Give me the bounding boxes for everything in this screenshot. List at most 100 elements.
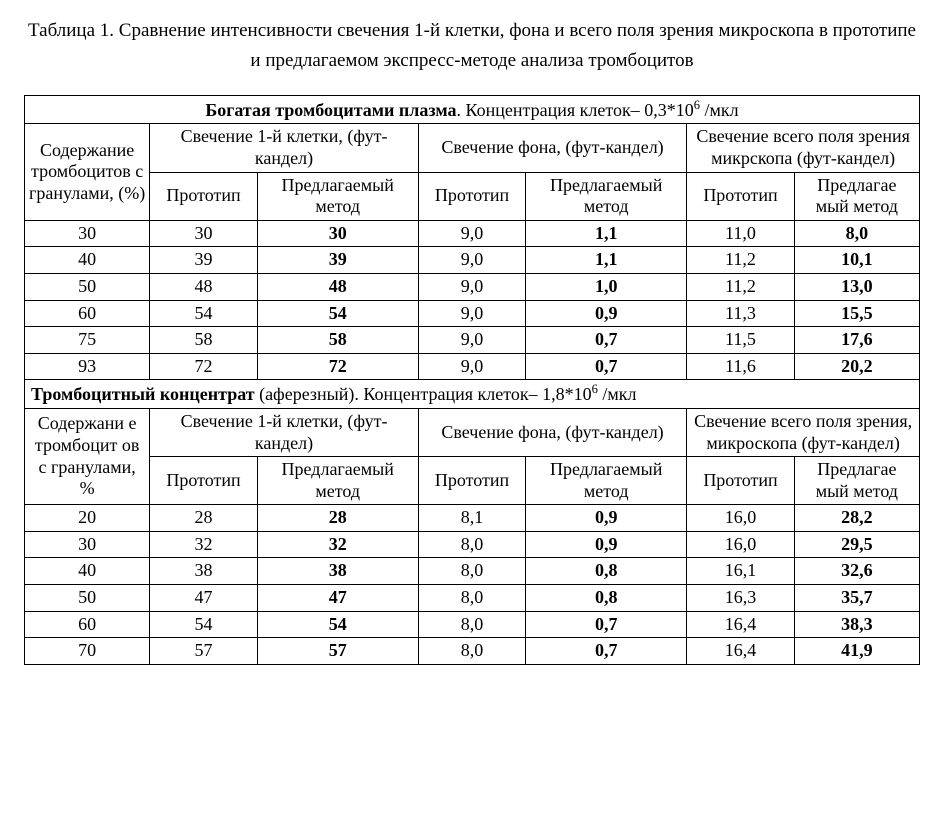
cell-d: 0,8	[526, 558, 687, 585]
cell-e: 16,3	[687, 585, 794, 612]
section2-sub-d: Предлагаемый метод	[526, 457, 687, 505]
cell-a: 54	[150, 611, 257, 638]
section2-colgroup1: Свечение 1-й клетки, (фут-кандел)	[150, 408, 418, 456]
section1-colgroup1: Свечение 1-й клетки, (фут-кандел)	[150, 124, 418, 172]
table-row: 70 57 57 8,0 0,7 16,4 41,9	[25, 638, 920, 665]
cell-b: 58	[257, 327, 418, 354]
table-row: 50 47 47 8,0 0,8 16,3 35,7	[25, 585, 920, 612]
cell-d: 0,8	[526, 585, 687, 612]
cell-d: 0,7	[526, 353, 687, 380]
cell-e: 16,0	[687, 531, 794, 558]
cell-b: 72	[257, 353, 418, 380]
section1-colgroup2: Свечение фона, (фут-кандел)	[418, 124, 686, 172]
cell-f: 13,0	[794, 273, 919, 300]
cell-c: 9,0	[418, 273, 525, 300]
section1-sub-c: Прототип	[418, 172, 525, 220]
cell-pct: 30	[25, 531, 150, 558]
cell-a: 54	[150, 300, 257, 327]
cell-f: 15,5	[794, 300, 919, 327]
section1-rowhead: Содержание тромбоцитов с гранулами, (%)	[25, 124, 150, 220]
cell-d: 1,1	[526, 220, 687, 247]
cell-pct: 40	[25, 558, 150, 585]
section1-title-bold: Богатая тромбоцитами плазма	[205, 100, 456, 120]
table-row: 30 32 32 8,0 0,9 16,0 29,5	[25, 531, 920, 558]
cell-d: 0,9	[526, 505, 687, 532]
table-row: 60 54 54 8,0 0,7 16,4 38,3	[25, 611, 920, 638]
cell-d: 0,9	[526, 300, 687, 327]
cell-a: 72	[150, 353, 257, 380]
cell-b: 54	[257, 300, 418, 327]
cell-b: 48	[257, 273, 418, 300]
table-row: 40 39 39 9,0 1,1 11,2 10,1	[25, 247, 920, 274]
cell-c: 8,0	[418, 585, 525, 612]
cell-c: 8,0	[418, 531, 525, 558]
cell-pct: 93	[25, 353, 150, 380]
section1-colgroup3: Свечение всего поля зрения микрскопа (фу…	[687, 124, 920, 172]
cell-d: 0,7	[526, 638, 687, 665]
cell-e: 11,6	[687, 353, 794, 380]
section1-title: Богатая тромбоцитами плазма. Концентраци…	[25, 95, 920, 124]
cell-a: 32	[150, 531, 257, 558]
cell-a: 30	[150, 220, 257, 247]
section2-sub-a: Прототип	[150, 457, 257, 505]
section2-colgroup2: Свечение фона, (фут-кандел)	[418, 408, 686, 456]
section2-title-tail: /мкл	[598, 384, 637, 404]
cell-b: 28	[257, 505, 418, 532]
section2-colgroup3: Свечение всего поля зрения, микроскопа (…	[687, 408, 920, 456]
cell-c: 9,0	[418, 327, 525, 354]
cell-d: 0,7	[526, 611, 687, 638]
cell-f: 28,2	[794, 505, 919, 532]
table-row: 75 58 58 9,0 0,7 11,5 17,6	[25, 327, 920, 354]
section2-rowhead: Содержани е тромбоцит ов с гранулами, %	[25, 408, 150, 504]
cell-e: 16,4	[687, 611, 794, 638]
section2-title-rest: (аферезный). Концентрация клеток– 1,8*10	[255, 384, 592, 404]
cell-f: 29,5	[794, 531, 919, 558]
cell-e: 11,0	[687, 220, 794, 247]
cell-pct: 70	[25, 638, 150, 665]
cell-a: 47	[150, 585, 257, 612]
table-row: 40 38 38 8,0 0,8 16,1 32,6	[25, 558, 920, 585]
cell-a: 48	[150, 273, 257, 300]
comparison-table: Богатая тромбоцитами плазма. Концентраци…	[24, 95, 920, 665]
section2-header-row2: Прототип Предлагаемый метод Прототип Пре…	[25, 457, 920, 505]
section2-title-bold: Тромбоцитный концентрат	[31, 384, 255, 404]
cell-f: 17,6	[794, 327, 919, 354]
cell-d: 0,9	[526, 531, 687, 558]
section1-title-tail: /мкл	[700, 100, 739, 120]
cell-pct: 40	[25, 247, 150, 274]
cell-a: 38	[150, 558, 257, 585]
section1-sub-f: Предлагае мый метод	[794, 172, 919, 220]
cell-e: 11,2	[687, 247, 794, 274]
cell-c: 9,0	[418, 300, 525, 327]
cell-f: 8,0	[794, 220, 919, 247]
cell-e: 16,1	[687, 558, 794, 585]
cell-pct: 60	[25, 611, 150, 638]
section1-sub-b: Предлагаемый метод	[257, 172, 418, 220]
table-row: 30 30 30 9,0 1,1 11,0 8,0	[25, 220, 920, 247]
cell-c: 8,0	[418, 638, 525, 665]
cell-e: 16,0	[687, 505, 794, 532]
cell-c: 8,0	[418, 558, 525, 585]
cell-c: 9,0	[418, 353, 525, 380]
section1-sub-d: Предлагаемый метод	[526, 172, 687, 220]
table-caption: Таблица 1. Сравнение интенсивности свече…	[24, 16, 920, 77]
cell-e: 11,2	[687, 273, 794, 300]
cell-f: 38,3	[794, 611, 919, 638]
cell-d: 1,1	[526, 247, 687, 274]
section1-title-rest: . Концентрация клеток– 0,3*10	[457, 100, 694, 120]
cell-c: 8,0	[418, 611, 525, 638]
table-row: 50 48 48 9,0 1,0 11,2 13,0	[25, 273, 920, 300]
cell-f: 35,7	[794, 585, 919, 612]
table-row: 93 72 72 9,0 0,7 11,6 20,2	[25, 353, 920, 380]
cell-f: 20,2	[794, 353, 919, 380]
cell-b: 30	[257, 220, 418, 247]
cell-b: 39	[257, 247, 418, 274]
section2-sub-b: Предлагаемый метод	[257, 457, 418, 505]
section2-header-row1: Содержани е тромбоцит ов с гранулами, % …	[25, 408, 920, 456]
section2-sub-c: Прототип	[418, 457, 525, 505]
cell-c: 9,0	[418, 247, 525, 274]
cell-pct: 75	[25, 327, 150, 354]
cell-f: 32,6	[794, 558, 919, 585]
cell-a: 39	[150, 247, 257, 274]
cell-pct: 50	[25, 273, 150, 300]
